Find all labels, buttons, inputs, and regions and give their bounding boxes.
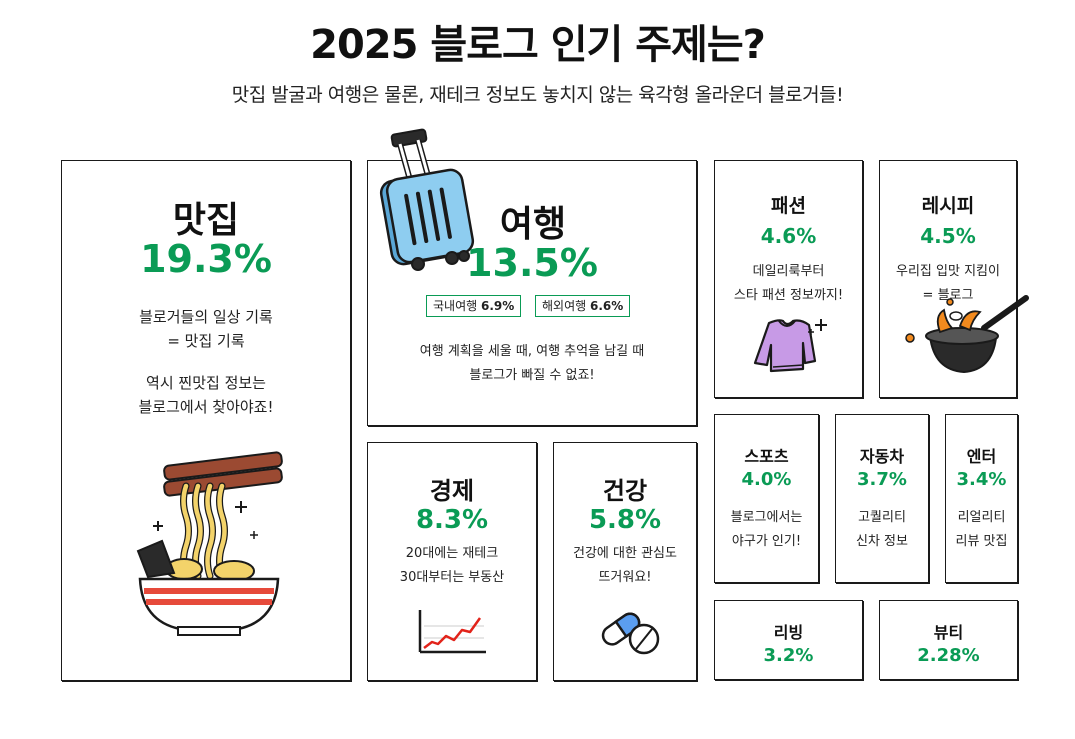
card-food-desc-4: 블로그에서 찾아야죠!: [138, 398, 274, 416]
chip-domestic-value: 6.9%: [481, 299, 515, 313]
card-fashion-pct: 4.6%: [760, 224, 817, 248]
card-living-pct: 3.2%: [763, 645, 814, 666]
page-subtitle: 맛집 발굴과 여행은 물론, 재테크 정보도 놓치지 않는 육각형 올라운더 블…: [231, 84, 844, 106]
chip-overseas-travel: 해외여행 6.6%: [535, 295, 631, 317]
ramen-bowl-icon: [136, 451, 283, 636]
wok-icon: [905, 295, 1029, 374]
card-beauty: 뷰티 2.28%: [879, 600, 1018, 680]
card-food-desc-3: 역시 찐맛집 정보는: [146, 374, 266, 392]
card-food-pct: 19.3%: [140, 237, 272, 281]
suitcase-icon: [379, 128, 475, 271]
card-car-name: 자동차: [859, 447, 905, 466]
card-fashion-name: 패션: [771, 195, 806, 217]
card-recipe-desc-2: = 블로그: [922, 288, 974, 303]
chip-domestic-label: 국내여행: [433, 299, 478, 313]
card-health: 건강 5.8% 건강에 대한 관심도 뜨거워요!: [553, 442, 697, 681]
card-food-name: 맛집: [172, 200, 240, 241]
card-food: 맛집 19.3% 블로거들의 일상 기록 = 맛집 기록 역시 찐맛집 정보는 …: [61, 160, 351, 681]
sweater-icon: [753, 319, 827, 373]
card-food-desc-2: = 맛집 기록: [167, 332, 245, 350]
card-health-desc-1: 건강에 대한 관심도: [573, 546, 677, 561]
card-health-desc-2: 뜨거워요!: [598, 570, 652, 585]
chip-domestic-travel: 국내여행 6.9%: [426, 295, 522, 317]
card-car-pct: 3.7%: [857, 469, 907, 490]
card-sports-desc-1: 블로그에서는: [730, 510, 803, 525]
card-economy: 경제 8.3% 20대에는 재테크 30대부터는 부동산: [367, 442, 537, 681]
card-travel-desc-2: 블로그가 빠질 수 없죠!: [469, 368, 595, 383]
card-recipe-desc-1: 우리집 입맛 지킴이: [896, 264, 1000, 279]
card-recipe-name: 레시피: [921, 195, 975, 217]
chip-overseas-value: 6.6%: [590, 299, 624, 313]
line-chart-icon: [418, 610, 486, 654]
card-beauty-name: 뷰티: [933, 623, 964, 642]
card-health-pct: 5.8%: [588, 505, 662, 535]
card-economy-name: 경제: [429, 477, 475, 505]
card-entertainment: 엔터 3.4% 리얼리티 리뷰 맛집: [945, 414, 1018, 583]
card-enter-pct: 3.4%: [956, 469, 1007, 490]
card-sports-pct: 4.0%: [741, 469, 792, 490]
card-economy-desc-2: 30대부터는 부동산: [399, 570, 505, 585]
card-enter-desc-1: 리얼리티: [957, 510, 1006, 525]
chip-overseas-label: 해외여행: [542, 299, 587, 313]
card-fashion-desc-2: 스타 패션 정보까지!: [733, 288, 844, 303]
card-car: 자동차 3.7% 고퀄리티 신차 정보: [835, 414, 929, 583]
card-travel-name: 여행: [499, 204, 567, 245]
card-health-name: 건강: [602, 477, 648, 505]
card-living-name: 리빙: [773, 623, 804, 642]
page-title: 2025 블로그 인기 주제는?: [310, 22, 766, 68]
pills-icon: [601, 612, 660, 655]
card-enter-name: 엔터: [966, 447, 997, 466]
card-travel-desc-1: 여행 계획을 세울 때, 여행 추억을 남길 때: [419, 344, 645, 359]
card-travel-pct: 13.5%: [466, 241, 598, 285]
card-sports: 스포츠 4.0% 블로그에서는 야구가 인기!: [714, 414, 819, 583]
card-sports-name: 스포츠: [744, 447, 789, 466]
card-enter-desc-2: 리뷰 맛집: [955, 534, 1008, 549]
card-living: 리빙 3.2%: [714, 600, 863, 680]
card-economy-pct: 8.3%: [415, 505, 489, 535]
card-fashion-desc-1: 데일리룩부터: [752, 264, 825, 279]
card-car-desc-1: 고퀄리티: [858, 510, 906, 525]
card-beauty-pct: 2.28%: [917, 645, 980, 666]
card-car-desc-2: 신차 정보: [856, 534, 908, 549]
card-food-desc-1: 블로거들의 일상 기록: [139, 308, 273, 326]
card-economy-desc-1: 20대에는 재테크: [405, 546, 499, 561]
card-recipe-pct: 4.5%: [920, 224, 976, 248]
card-fashion: 패션 4.6% 데일리룩부터 스타 패션 정보까지!: [714, 160, 863, 398]
card-sports-desc-2: 야구가 인기!: [731, 534, 802, 549]
card-travel: 여행 13.5% 국내여행 6.9% 해외여행 6.6% 여행 계획을 세울 때…: [367, 160, 697, 426]
